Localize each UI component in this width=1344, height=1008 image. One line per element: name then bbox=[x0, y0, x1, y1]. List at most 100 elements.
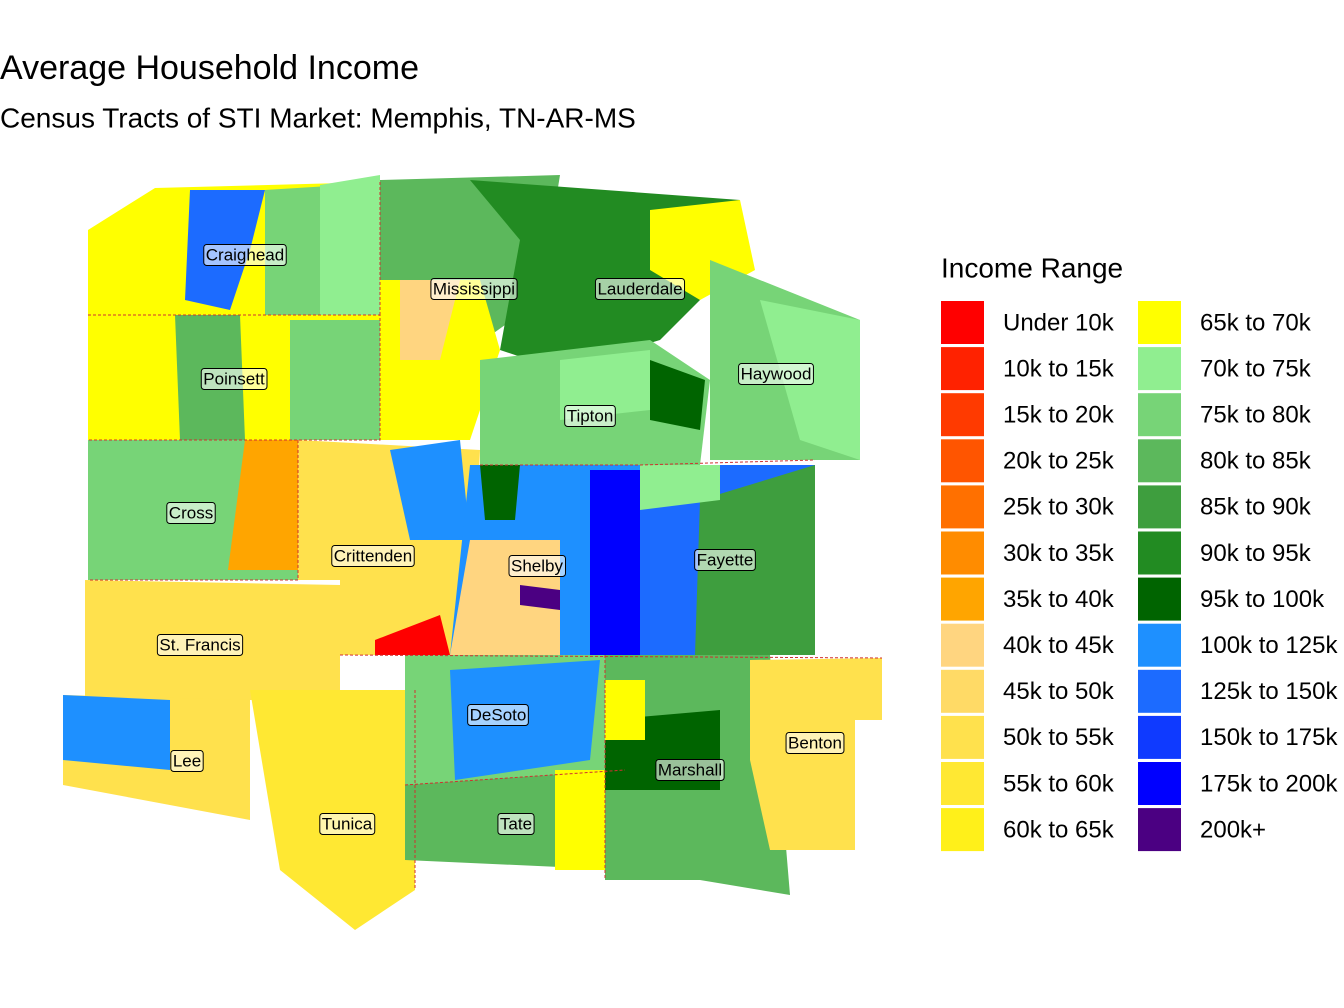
county-label: Lee bbox=[173, 751, 201, 770]
county-label-box bbox=[785, 731, 845, 754]
county-border bbox=[480, 459, 816, 466]
county-label: Mississippi bbox=[433, 279, 515, 298]
map-title: Average Household Income bbox=[0, 49, 419, 87]
legend-label: 30k to 35k bbox=[1003, 540, 1115, 567]
county-label: Tipton bbox=[567, 406, 614, 425]
legend-swatch bbox=[941, 347, 984, 391]
legend-label: 35k to 40k bbox=[1003, 586, 1115, 613]
legend-swatch bbox=[941, 485, 984, 529]
legend-label: 85k to 90k bbox=[1200, 494, 1312, 521]
region bbox=[650, 360, 705, 430]
county-border bbox=[88, 314, 381, 441]
county-label: Poinsett bbox=[203, 369, 265, 388]
region bbox=[63, 695, 170, 770]
county-label-box bbox=[319, 812, 376, 835]
legend-label: 55k to 60k bbox=[1003, 770, 1115, 797]
county-label-box bbox=[203, 243, 287, 266]
legend-label: Under 10k bbox=[1003, 309, 1115, 336]
region bbox=[250, 690, 415, 930]
county-label: Crittenden bbox=[334, 546, 412, 565]
legend-swatch bbox=[1138, 531, 1181, 575]
county-label-box bbox=[467, 703, 529, 726]
region bbox=[605, 680, 645, 740]
county-label-box bbox=[170, 749, 204, 772]
legend-label: 65k to 70k bbox=[1200, 309, 1312, 336]
county-label: Haywood bbox=[741, 364, 812, 383]
legend-label: 125k to 150k bbox=[1200, 678, 1338, 705]
legend-label: 40k to 45k bbox=[1003, 632, 1115, 659]
legend-swatch bbox=[1138, 808, 1181, 852]
legend-swatch bbox=[1138, 669, 1181, 713]
map-regions bbox=[63, 175, 882, 930]
legend-swatch bbox=[941, 301, 984, 344]
legend-swatch bbox=[1138, 623, 1181, 667]
county-label: Lauderdale bbox=[597, 279, 682, 298]
county-border bbox=[404, 769, 626, 786]
county-label-box bbox=[156, 633, 244, 656]
legend-swatch bbox=[1138, 715, 1181, 759]
legend-label: 15k to 20k bbox=[1003, 402, 1115, 429]
legend-swatch bbox=[941, 669, 984, 713]
legend-swatch bbox=[1138, 347, 1181, 391]
county-label: Tate bbox=[500, 814, 532, 833]
legend-swatch bbox=[1138, 485, 1181, 529]
region bbox=[640, 465, 720, 510]
legend-swatch bbox=[941, 762, 984, 805]
county-label-box bbox=[200, 367, 268, 390]
legend-label: 200k+ bbox=[1200, 816, 1266, 843]
region bbox=[560, 350, 650, 420]
region bbox=[290, 320, 380, 440]
county-label-box bbox=[430, 277, 518, 300]
county-label: Craighead bbox=[206, 245, 284, 264]
region bbox=[480, 465, 520, 520]
legend-label: 150k to 175k bbox=[1200, 724, 1338, 751]
county-label-box bbox=[694, 548, 756, 571]
county-label-box bbox=[497, 812, 535, 835]
legend-title: Income Range bbox=[941, 252, 1123, 283]
legend-label: 20k to 25k bbox=[1003, 448, 1115, 475]
legend-swatch bbox=[941, 808, 984, 852]
county-border bbox=[339, 654, 883, 659]
county-label-box bbox=[564, 404, 616, 427]
region bbox=[750, 658, 882, 850]
legend-swatch bbox=[941, 393, 984, 437]
legend-label: 90k to 95k bbox=[1200, 540, 1312, 567]
county-label-box bbox=[508, 554, 566, 577]
legend-swatch bbox=[1138, 577, 1181, 621]
legend-label: 60k to 65k bbox=[1003, 816, 1115, 843]
legend-label: 95k to 100k bbox=[1200, 586, 1325, 613]
legend-label: 10k to 15k bbox=[1003, 355, 1115, 382]
legend-label: 25k to 30k bbox=[1003, 494, 1115, 521]
county-label-box bbox=[331, 544, 415, 567]
county-border bbox=[88, 440, 299, 581]
county-borders bbox=[88, 182, 883, 890]
legend-swatch bbox=[1138, 762, 1181, 805]
region bbox=[390, 440, 470, 540]
legend-label: 80k to 85k bbox=[1200, 448, 1312, 475]
legend-swatch bbox=[1138, 301, 1181, 344]
region bbox=[590, 470, 640, 655]
region bbox=[375, 615, 450, 655]
legend-swatch bbox=[941, 439, 984, 483]
county-label: St. Francis bbox=[159, 635, 240, 654]
county-label: Marshall bbox=[658, 760, 722, 779]
legend-swatch bbox=[941, 623, 984, 667]
legend-label: 175k to 200k bbox=[1200, 770, 1338, 797]
legend: Under 10k 10k to 15k 15k to 20k 20k to 25k 2… bbox=[941, 301, 1338, 852]
county-label-box bbox=[166, 501, 216, 524]
legend-label: 100k to 125k bbox=[1200, 632, 1338, 659]
county-labels: Craighead Mississippi Lauderdale Poinset… bbox=[156, 243, 845, 835]
county-label: Benton bbox=[788, 733, 842, 752]
region bbox=[520, 585, 560, 610]
county-label: Shelby bbox=[511, 556, 563, 575]
county-label-box bbox=[594, 277, 686, 300]
region bbox=[400, 280, 460, 360]
county-label-box bbox=[655, 758, 725, 781]
legend-swatch bbox=[941, 715, 984, 759]
legend-label: 75k to 80k bbox=[1200, 402, 1312, 429]
legend-swatch bbox=[941, 531, 984, 575]
county-label: Cross bbox=[169, 503, 213, 522]
county-label-box bbox=[738, 362, 814, 385]
region bbox=[228, 440, 298, 570]
